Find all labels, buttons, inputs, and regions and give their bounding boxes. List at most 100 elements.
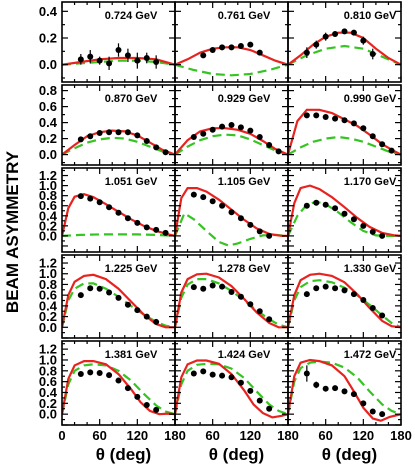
- panels-layer: 0.00.20.4 0.724 GeV 0.761 GeV 0.810 GeV0.00…: [39, 1, 412, 464]
- data-point: [322, 385, 329, 392]
- energy-label: 0.724 GeV: [105, 10, 158, 22]
- data-point: [106, 289, 113, 296]
- data-point: [106, 60, 113, 67]
- data-point: [124, 215, 131, 222]
- data-point: [96, 57, 103, 64]
- data-point: [350, 391, 357, 398]
- green-dashed-curve: [62, 233, 175, 237]
- data-point: [77, 193, 84, 200]
- y-tick-label: 0.4: [39, 298, 58, 313]
- data-point: [87, 369, 94, 376]
- x-axis-title: θ (deg): [96, 445, 151, 464]
- data-point: [360, 125, 367, 132]
- data-point: [350, 120, 357, 127]
- energy-label: 1.051 GeV: [105, 176, 158, 188]
- y-tick-label: 0.6: [39, 99, 57, 114]
- data-point: [219, 123, 226, 130]
- data-point: [247, 387, 254, 394]
- data-point: [228, 44, 235, 51]
- data-point: [190, 191, 197, 198]
- data-point: [153, 406, 160, 413]
- data-point: [106, 372, 113, 379]
- y-tick-label: 0.6: [39, 198, 57, 213]
- data-point: [256, 308, 263, 315]
- y-tick-label: 1.2: [39, 168, 57, 183]
- data-point: [237, 215, 244, 222]
- data-point: [313, 285, 320, 292]
- data-point: [134, 393, 141, 400]
- energy-label: 1.105 GeV: [218, 176, 271, 188]
- data-point: [115, 294, 122, 301]
- x-tick-label: 180: [277, 428, 299, 443]
- data-point: [228, 374, 235, 381]
- data-point: [143, 55, 150, 61]
- data-point: [322, 201, 329, 208]
- red-solid-curve: [175, 359, 288, 419]
- data-point: [190, 284, 197, 291]
- data-point: [162, 229, 169, 236]
- panel-frame: [287, 1, 402, 83]
- data-point: [237, 293, 244, 300]
- y-tick-label: 0.8: [39, 83, 57, 98]
- data-point: [153, 318, 160, 325]
- data-point: [369, 408, 376, 415]
- data-point: [124, 52, 131, 59]
- energy-label: 1.381 GeV: [105, 349, 158, 361]
- data-point: [379, 232, 386, 239]
- data-point: [275, 148, 282, 155]
- energy-label: 1.424 GeV: [218, 349, 271, 361]
- red-solid-curve: [175, 127, 288, 156]
- panel-curves: [288, 272, 401, 329]
- x-axis-title: θ (deg): [322, 445, 377, 464]
- data-point: [266, 405, 273, 412]
- data-point: [209, 126, 216, 133]
- data-point: [341, 210, 348, 217]
- y-tick-label: 1.0: [39, 266, 57, 281]
- green-dashed-curve: [175, 362, 288, 416]
- data-point: [153, 59, 160, 65]
- y-axis-title: BEAM ASYMMETRY: [3, 150, 22, 313]
- energy-label: 1.225 GeV: [105, 263, 158, 275]
- x-tick-label: 180: [390, 428, 412, 443]
- data-point: [350, 291, 357, 298]
- data-point: [134, 132, 141, 139]
- data-point: [124, 129, 131, 136]
- data-point: [360, 296, 367, 303]
- panel-10: 0.00.20.40.60.81.01.2 1.225 GeV: [39, 254, 176, 339]
- data-point: [87, 195, 94, 202]
- panel-4: 0.00.20.40.60.8 0.870 GeV: [39, 83, 176, 166]
- red-solid-curve: [288, 31, 401, 66]
- data-point: [200, 285, 207, 292]
- y-tick-label: 0.2: [39, 31, 57, 46]
- panel-3: 0.810 GeV: [287, 1, 402, 83]
- data-point: [106, 129, 113, 136]
- data-point: [96, 369, 103, 376]
- x-axis-title: θ (deg): [209, 445, 264, 464]
- data-point: [200, 368, 207, 375]
- panel-curves: [175, 122, 288, 156]
- data-point: [124, 301, 131, 308]
- panel-curves: [62, 193, 175, 237]
- panel-9: 1.170 GeV: [287, 167, 402, 253]
- y-tick-label: 1.2: [39, 256, 57, 271]
- data-point: [332, 31, 339, 37]
- y-tick-label: 1.0: [39, 352, 57, 367]
- data-point: [77, 371, 84, 378]
- data-point: [77, 56, 84, 63]
- data-point: [106, 204, 113, 211]
- panel-curves: [175, 41, 288, 77]
- data-point: [247, 301, 254, 308]
- panel-curves: [62, 273, 175, 329]
- data-point: [200, 52, 207, 59]
- red-solid-curve: [288, 358, 401, 422]
- panel-15: 1.472 GeV 60 120 180 θ (deg): [287, 340, 412, 464]
- panel-12: 1.330 GeV: [287, 254, 402, 339]
- data-point: [96, 130, 103, 136]
- data-point: [379, 411, 386, 418]
- red-solid-curve: [288, 272, 401, 329]
- data-point: [379, 141, 386, 148]
- data-point: [219, 202, 226, 209]
- data-point: [134, 57, 141, 64]
- panel-8: 1.105 GeV: [174, 167, 289, 253]
- data-point: [313, 41, 320, 48]
